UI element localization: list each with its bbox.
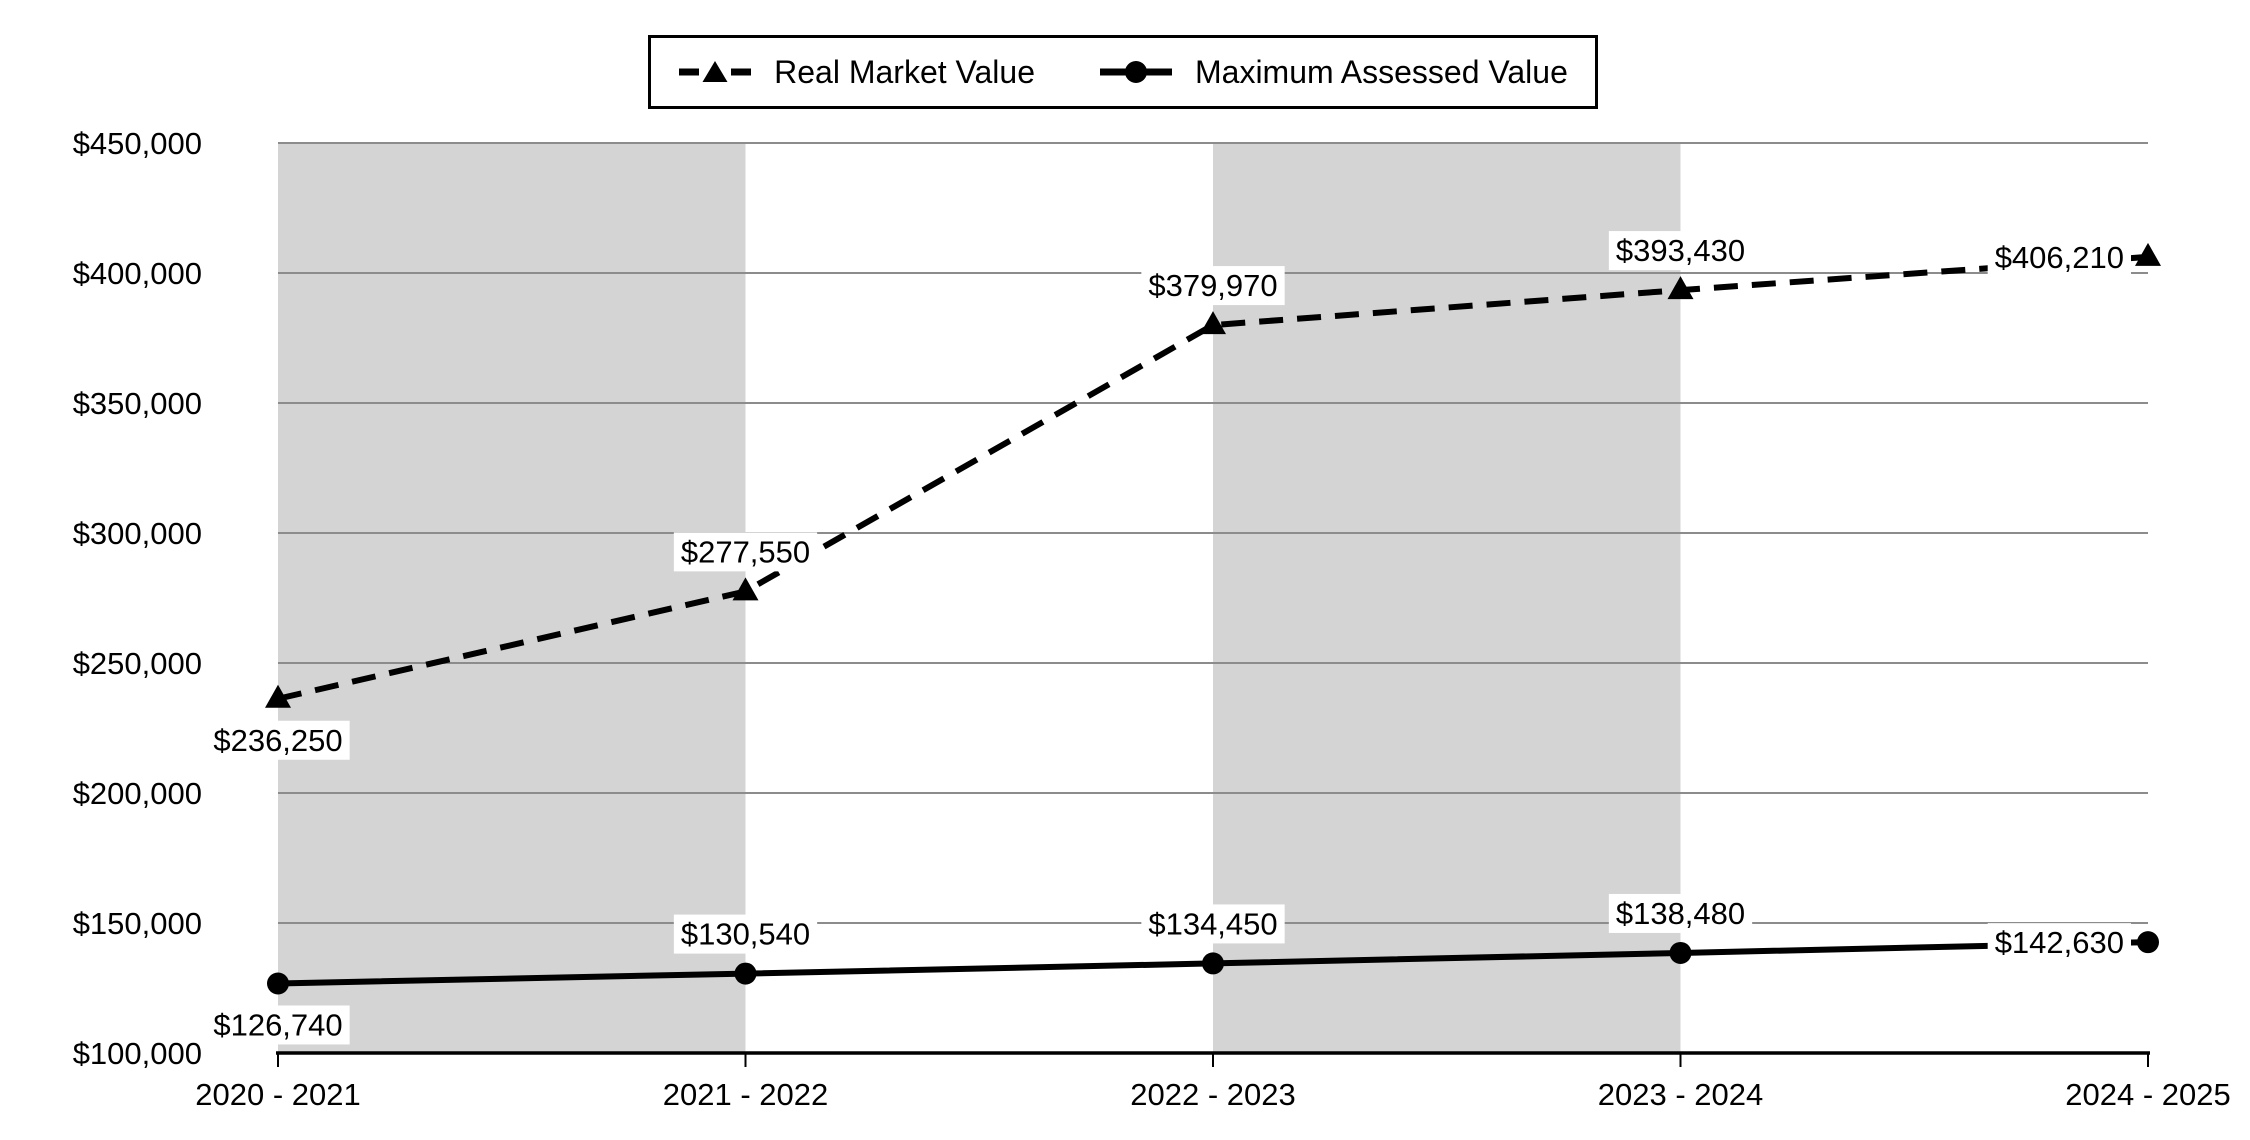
data-point-circle-marker — [734, 962, 757, 985]
data-label: $130,540 — [681, 917, 810, 952]
y-axis-tick-label: $200,000 — [73, 776, 202, 811]
data-label-background — [1987, 923, 2131, 963]
data-label-background — [673, 914, 818, 954]
data-label-background — [673, 532, 818, 572]
y-axis-tick-label: $350,000 — [73, 386, 202, 421]
legend-label-real-market-value: Real Market Value — [774, 53, 1035, 90]
data-label: $406,210 — [1995, 240, 2124, 275]
x-axis-tick-label: 2022 - 2023 — [1130, 1077, 1295, 1112]
data-point-triangle-marker — [265, 684, 291, 708]
data-label-background — [1608, 893, 1753, 933]
legend-label-maximum-assessed-value: Maximum Assessed Value — [1194, 53, 1568, 90]
data-label-background — [1141, 266, 1285, 306]
x-axis-tick-label: 2024 - 2025 — [2065, 1077, 2230, 1112]
data-label: $277,550 — [681, 534, 810, 569]
solid-line-circle-marker-icon — [1099, 61, 1172, 83]
data-label-background — [206, 720, 350, 760]
y-axis-tick-label: $100,000 — [73, 1036, 202, 1071]
legend-item-maximum-assessed-value: Maximum Assessed Value — [1099, 54, 1568, 91]
series-line-real-market-value — [277, 253, 2149, 702]
x-axis-tick-label: 2020 - 2021 — [195, 1077, 360, 1112]
data-point-triangle-marker — [732, 577, 759, 601]
data-label: $379,970 — [1148, 268, 1277, 303]
y-axis-tick-label: $300,000 — [73, 516, 202, 551]
dashed-line-triangle-marker-icon — [679, 61, 752, 82]
chart-legend: Real Market Value Maximum Assessed Value — [648, 35, 1598, 109]
data-label: $138,480 — [1616, 896, 1745, 931]
data-label: $393,430 — [1616, 233, 1745, 268]
y-axis-tick-label: $450,000 — [73, 126, 202, 161]
data-point-triangle-marker — [2135, 242, 2161, 266]
data-point-triangle-marker — [1200, 311, 1226, 335]
data-point-circle-marker — [1202, 952, 1224, 975]
data-point-circle-marker — [1669, 941, 1692, 964]
x-axis-tick-label: 2021 - 2022 — [663, 1077, 828, 1112]
y-axis-tick-label: $150,000 — [73, 906, 202, 941]
y-axis-tick-label: $250,000 — [73, 646, 202, 681]
data-point-triangle-marker — [1667, 276, 1694, 300]
data-label: $142,630 — [1995, 925, 2124, 960]
x-axis-tick-label: 2023 - 2024 — [1598, 1077, 1763, 1112]
data-label-background — [1987, 237, 2131, 277]
legend-item-real-market-value: Real Market Value — [678, 54, 1035, 91]
data-label-background — [1141, 904, 1285, 944]
data-label-background — [1608, 231, 1753, 271]
plot-band — [278, 143, 746, 1053]
y-axis-tick-label: $400,000 — [73, 256, 202, 291]
data-point-circle-marker — [267, 972, 289, 995]
data-label: $126,740 — [213, 1007, 342, 1042]
data-label-background — [206, 1005, 350, 1045]
data-label: $134,450 — [1148, 906, 1277, 941]
data-point-circle-marker — [2137, 931, 2159, 954]
data-label: $236,250 — [213, 723, 342, 758]
